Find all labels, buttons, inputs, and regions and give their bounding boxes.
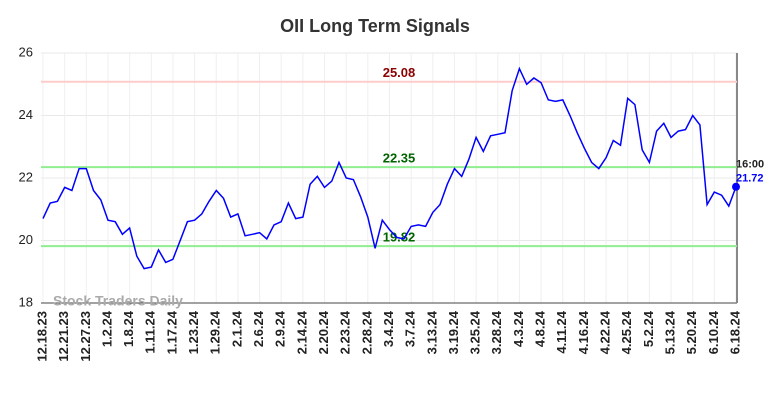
watermark: Stock Traders Daily (53, 293, 183, 309)
x-tick-label: 3.19.24 (446, 310, 461, 354)
x-tick-label: 5.2.24 (641, 310, 656, 347)
x-tick-label: 5.13.24 (662, 310, 677, 354)
x-tick-label: 4.16.24 (576, 310, 591, 354)
x-tick-label: 2.1.24 (229, 310, 244, 347)
y-tick-label: 22 (19, 169, 33, 184)
x-tick-label: 12.21.23 (56, 311, 71, 362)
x-tick-label: 2.28.24 (359, 310, 374, 354)
signal-label: 19.82 (383, 230, 416, 245)
x-tick-label: 1.11.24 (143, 310, 158, 353)
y-tick-label: 20 (19, 232, 33, 247)
x-tick-label: 6.18.24 (727, 310, 742, 354)
x-tick-label: 5.20.24 (684, 310, 699, 354)
x-tick-label: 3.13.24 (424, 310, 439, 354)
x-tick-label: 1.8.24 (121, 310, 136, 347)
y-tick-label: 26 (19, 44, 33, 59)
x-tick-label: 4.8.24 (533, 310, 548, 347)
x-tick-label: 4.3.24 (511, 310, 526, 347)
y-tick-label: 24 (19, 107, 33, 122)
x-tick-label: 3.28.24 (489, 310, 504, 354)
x-tick-label: 4.11.24 (554, 310, 569, 353)
signal-label: 25.08 (383, 65, 416, 80)
price-line (42, 66, 737, 270)
signal-label: 22.35 (383, 151, 416, 166)
x-tick-label: 4.22.24 (598, 310, 613, 354)
x-tick-label: 2.6.24 (251, 310, 266, 347)
x-tick-label: 1.2.24 (99, 310, 114, 347)
x-tick-label: 3.7.24 (403, 310, 418, 347)
x-tick-label: 12.18.23 (34, 311, 49, 362)
x-tick-label: 1.17.24 (164, 310, 179, 354)
x-tick-label: 3.25.24 (468, 310, 483, 354)
x-tick-label: 6.10.24 (706, 310, 721, 354)
y-tick-label: 18 (19, 294, 33, 309)
last-value: 21.72 (736, 173, 764, 185)
last-point (732, 182, 740, 191)
last-time: 16:00 (736, 159, 764, 171)
x-tick-label: 1.29.24 (208, 310, 223, 354)
x-tick-label: 1.23.24 (186, 310, 201, 354)
x-tick-label: 2.20.24 (316, 310, 331, 354)
x-tick-label: 4.25.24 (619, 310, 634, 354)
x-tick-label: 2.23.24 (338, 310, 353, 354)
x-tick-label: 12.27.23 (78, 311, 93, 362)
x-tick-label: 2.9.24 (273, 310, 288, 347)
x-tick-label: 2.14.24 (294, 310, 309, 354)
x-tick-label: 3.4.24 (381, 310, 396, 347)
chart-title: OII Long Term Signals (280, 16, 470, 36)
